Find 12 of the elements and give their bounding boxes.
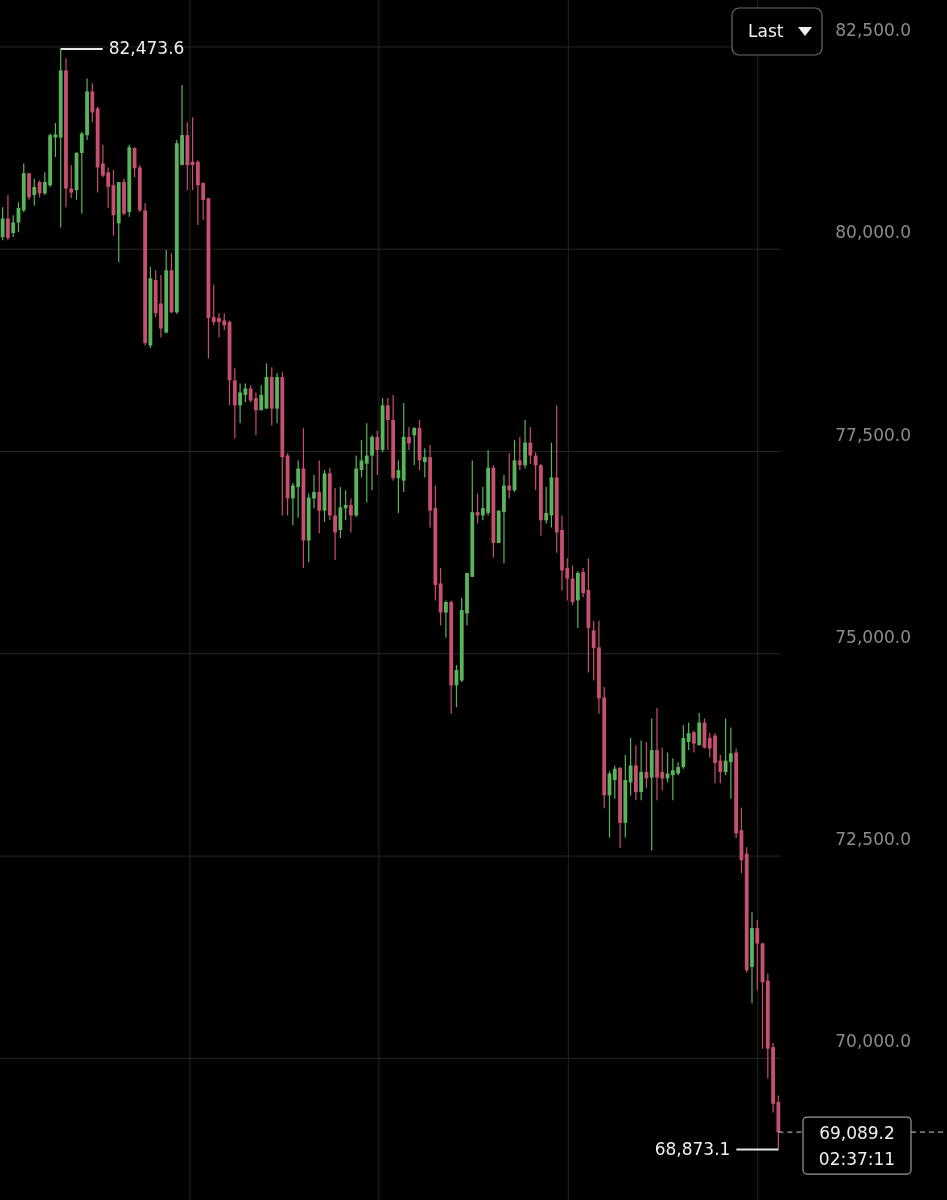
y-tick-label: 80,000.0 <box>835 222 911 243</box>
dropdown-button: Last <box>731 7 823 56</box>
y-tick-label: 75,000.0 <box>835 626 911 647</box>
y-tick-label: 72,500.0 <box>835 829 911 850</box>
ref-line-label: 69,089.2 <box>819 1123 895 1144</box>
y-tick-label: 82,500.0 <box>835 19 911 40</box>
annotation: 82,473.6 <box>108 38 185 59</box>
y-tick-label: 77,500.0 <box>835 424 911 445</box>
y-tick-label: 70,000.0 <box>835 1031 911 1052</box>
annotation: 68,873.1 <box>654 1138 731 1159</box>
annotation: Last <box>748 21 784 41</box>
text: 02:37:11 <box>818 1149 896 1170</box>
